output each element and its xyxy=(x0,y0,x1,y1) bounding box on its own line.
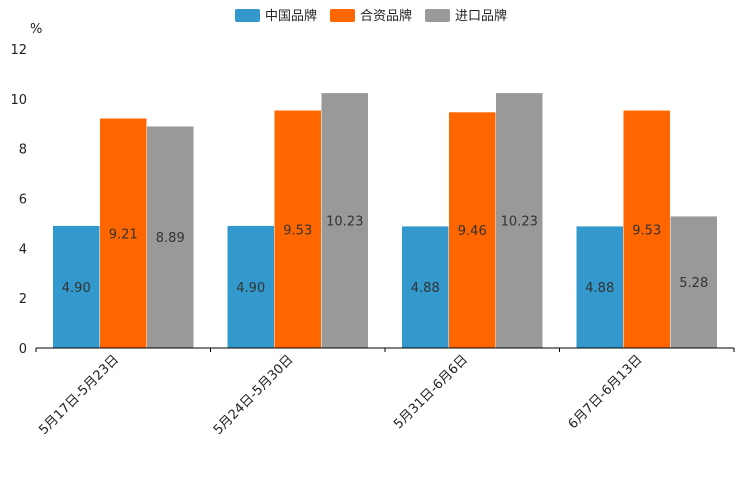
bar-value-label: 10.23 xyxy=(326,215,363,230)
bar-value-label: 4.90 xyxy=(62,281,91,296)
bar xyxy=(449,112,496,348)
x-tick-label: 5月17日-5月23日 xyxy=(36,352,122,438)
bar-value-label: 10.23 xyxy=(501,215,538,230)
legend-label: 合资品牌 xyxy=(360,8,412,24)
y-tick-label: 2 xyxy=(19,292,27,307)
y-tick-label: 12 xyxy=(10,43,27,58)
x-tick-label: 6月7日-6月13日 xyxy=(566,352,646,432)
bar xyxy=(274,110,321,349)
bar-value-label: 9.53 xyxy=(632,223,661,238)
legend-swatch xyxy=(235,9,260,22)
legend-label: 进口品牌 xyxy=(455,8,507,24)
bar-value-label: 9.21 xyxy=(109,227,138,242)
bar xyxy=(402,226,449,348)
bar xyxy=(670,216,717,348)
bar-value-label: 9.46 xyxy=(458,224,487,239)
bar xyxy=(53,225,100,348)
bar-value-label: 4.88 xyxy=(585,281,614,296)
legend-label: 中国品牌 xyxy=(265,8,317,24)
x-tick-label: 5月24日-5月30日 xyxy=(211,352,297,438)
y-tick-label: 10 xyxy=(10,93,27,108)
y-tick-label: 0 xyxy=(19,342,27,357)
y-tick-label: 8 xyxy=(19,143,27,158)
y-tick-label: 6 xyxy=(19,193,27,208)
bar-value-label: 5.28 xyxy=(679,276,708,291)
y-axis-unit-label: % xyxy=(30,22,42,37)
bar-value-label: 9.53 xyxy=(283,223,312,238)
bar xyxy=(321,93,368,348)
bar xyxy=(147,126,194,348)
bar xyxy=(100,118,147,348)
bar xyxy=(623,110,670,349)
legend-swatch xyxy=(425,9,450,22)
bar xyxy=(576,226,623,348)
y-tick-label: 4 xyxy=(19,242,27,257)
bar-value-label: 4.90 xyxy=(236,281,265,296)
legend: 中国品牌 合资品牌 进口品牌 xyxy=(235,8,507,24)
y-axis: 0 2 4 6 8 10 12 xyxy=(10,43,27,357)
x-axis: 5月17日-5月23日 5月24日-5月30日 5月31日-6月6日 6月7日-6月1… xyxy=(35,347,735,438)
bar-value-label: 4.88 xyxy=(411,281,440,296)
bar xyxy=(227,225,274,348)
bar xyxy=(496,93,543,348)
legend-swatch xyxy=(330,9,355,22)
bars: 4.90 9.21 8.89 4.90 9.53 10.23 4.88 9.46 10.23 4.… xyxy=(53,93,717,349)
bar-value-label: 8.89 xyxy=(156,231,185,246)
x-tick-label: 5月31日-6月6日 xyxy=(391,352,471,432)
